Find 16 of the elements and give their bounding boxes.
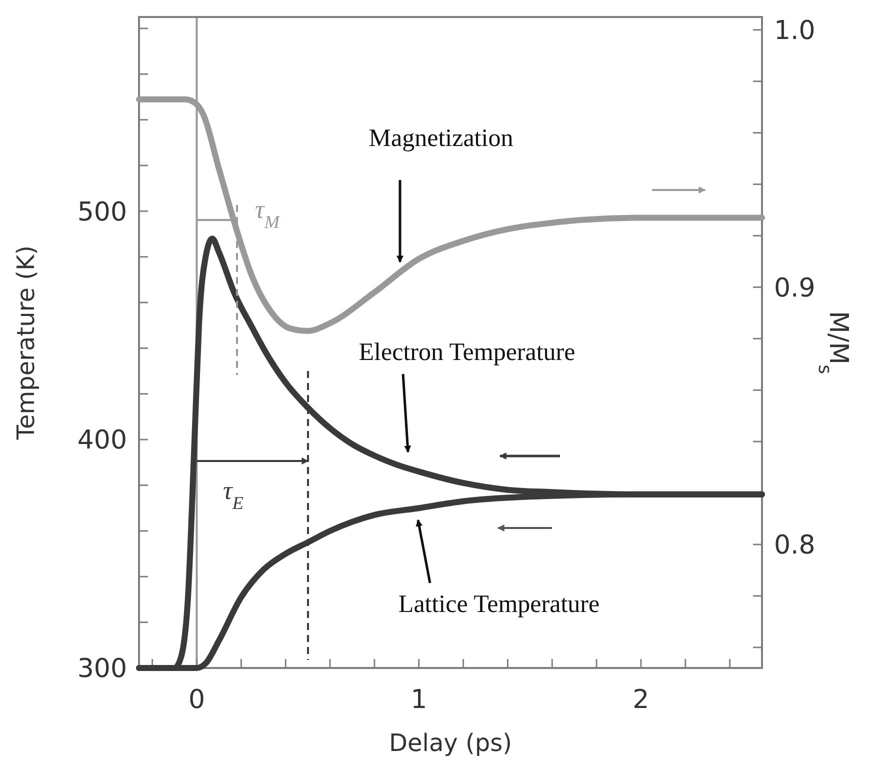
y-axis-title: Temperature (K) [12,245,40,441]
x-tick-label: 0 [188,685,206,715]
annotation: Electron Temperature [358,339,576,366]
y2-tick-label: 0.9 [774,273,816,304]
x-tick-label: 2 [632,685,650,715]
x-axis-title: Delay (ps) [389,729,512,757]
annotation: Lattice Temperature [398,591,600,618]
y-tick-label: 500 [77,197,127,228]
x-tick-label: 1 [410,685,428,715]
y2-tick-label: 0.8 [774,530,816,561]
annotation: τ$_{E}$ [223,476,244,513]
y2-tick-label: 1.0 [774,16,816,46]
y-tick-label: 300 [77,654,127,684]
annotation: τ$_{M}$ [255,195,280,232]
annotation: Magnetization [368,125,514,152]
y-tick-label: 400 [77,426,127,456]
